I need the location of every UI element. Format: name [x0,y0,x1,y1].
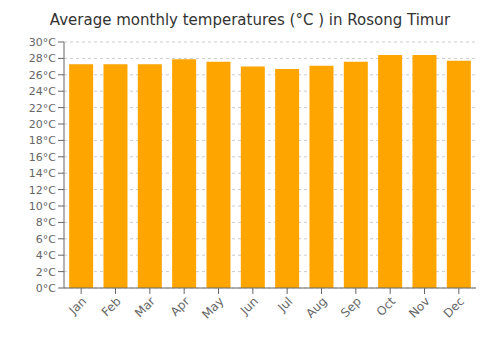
svg-text:Oct: Oct [374,294,399,319]
svg-text:Jan: Jan [66,294,90,318]
svg-text:18°C: 18°C [29,134,56,147]
svg-text:2°C: 2°C [36,266,56,279]
svg-text:8°C: 8°C [36,216,56,229]
svg-text:Apr: Apr [168,294,193,319]
svg-text:26°C: 26°C [29,69,56,82]
svg-text:0°C: 0°C [36,282,56,295]
svg-text:24°C: 24°C [29,85,56,98]
svg-text:4°C: 4°C [36,249,56,262]
svg-text:Sep: Sep [338,294,364,320]
svg-text:Jul: Jul [274,294,295,315]
svg-text:Dec: Dec [441,294,467,320]
svg-text:May: May [199,294,226,321]
svg-text:Aug: Aug [303,294,329,320]
svg-text:16°C: 16°C [29,151,56,164]
svg-text:12°C: 12°C [29,184,56,197]
html-text:Average monthly temperatures (: Average monthly temperatures (°C ) in Ro… [49,11,451,29]
svg-text:Mar: Mar [132,294,158,320]
svg-text:Jun: Jun [237,294,261,318]
svg-text:30°C: 30°C [29,36,56,49]
svg-text:10°C: 10°C [29,200,56,213]
svg-text:20°C: 20°C [29,118,56,131]
svg-text:Feb: Feb [99,294,124,319]
svg-text:22°C: 22°C [29,102,56,115]
svg-text:14°C: 14°C [29,167,56,180]
svg-text:28°C: 28°C [29,52,56,65]
svg-text:Nov: Nov [406,294,432,320]
svg-text:6°C: 6°C [36,233,56,246]
